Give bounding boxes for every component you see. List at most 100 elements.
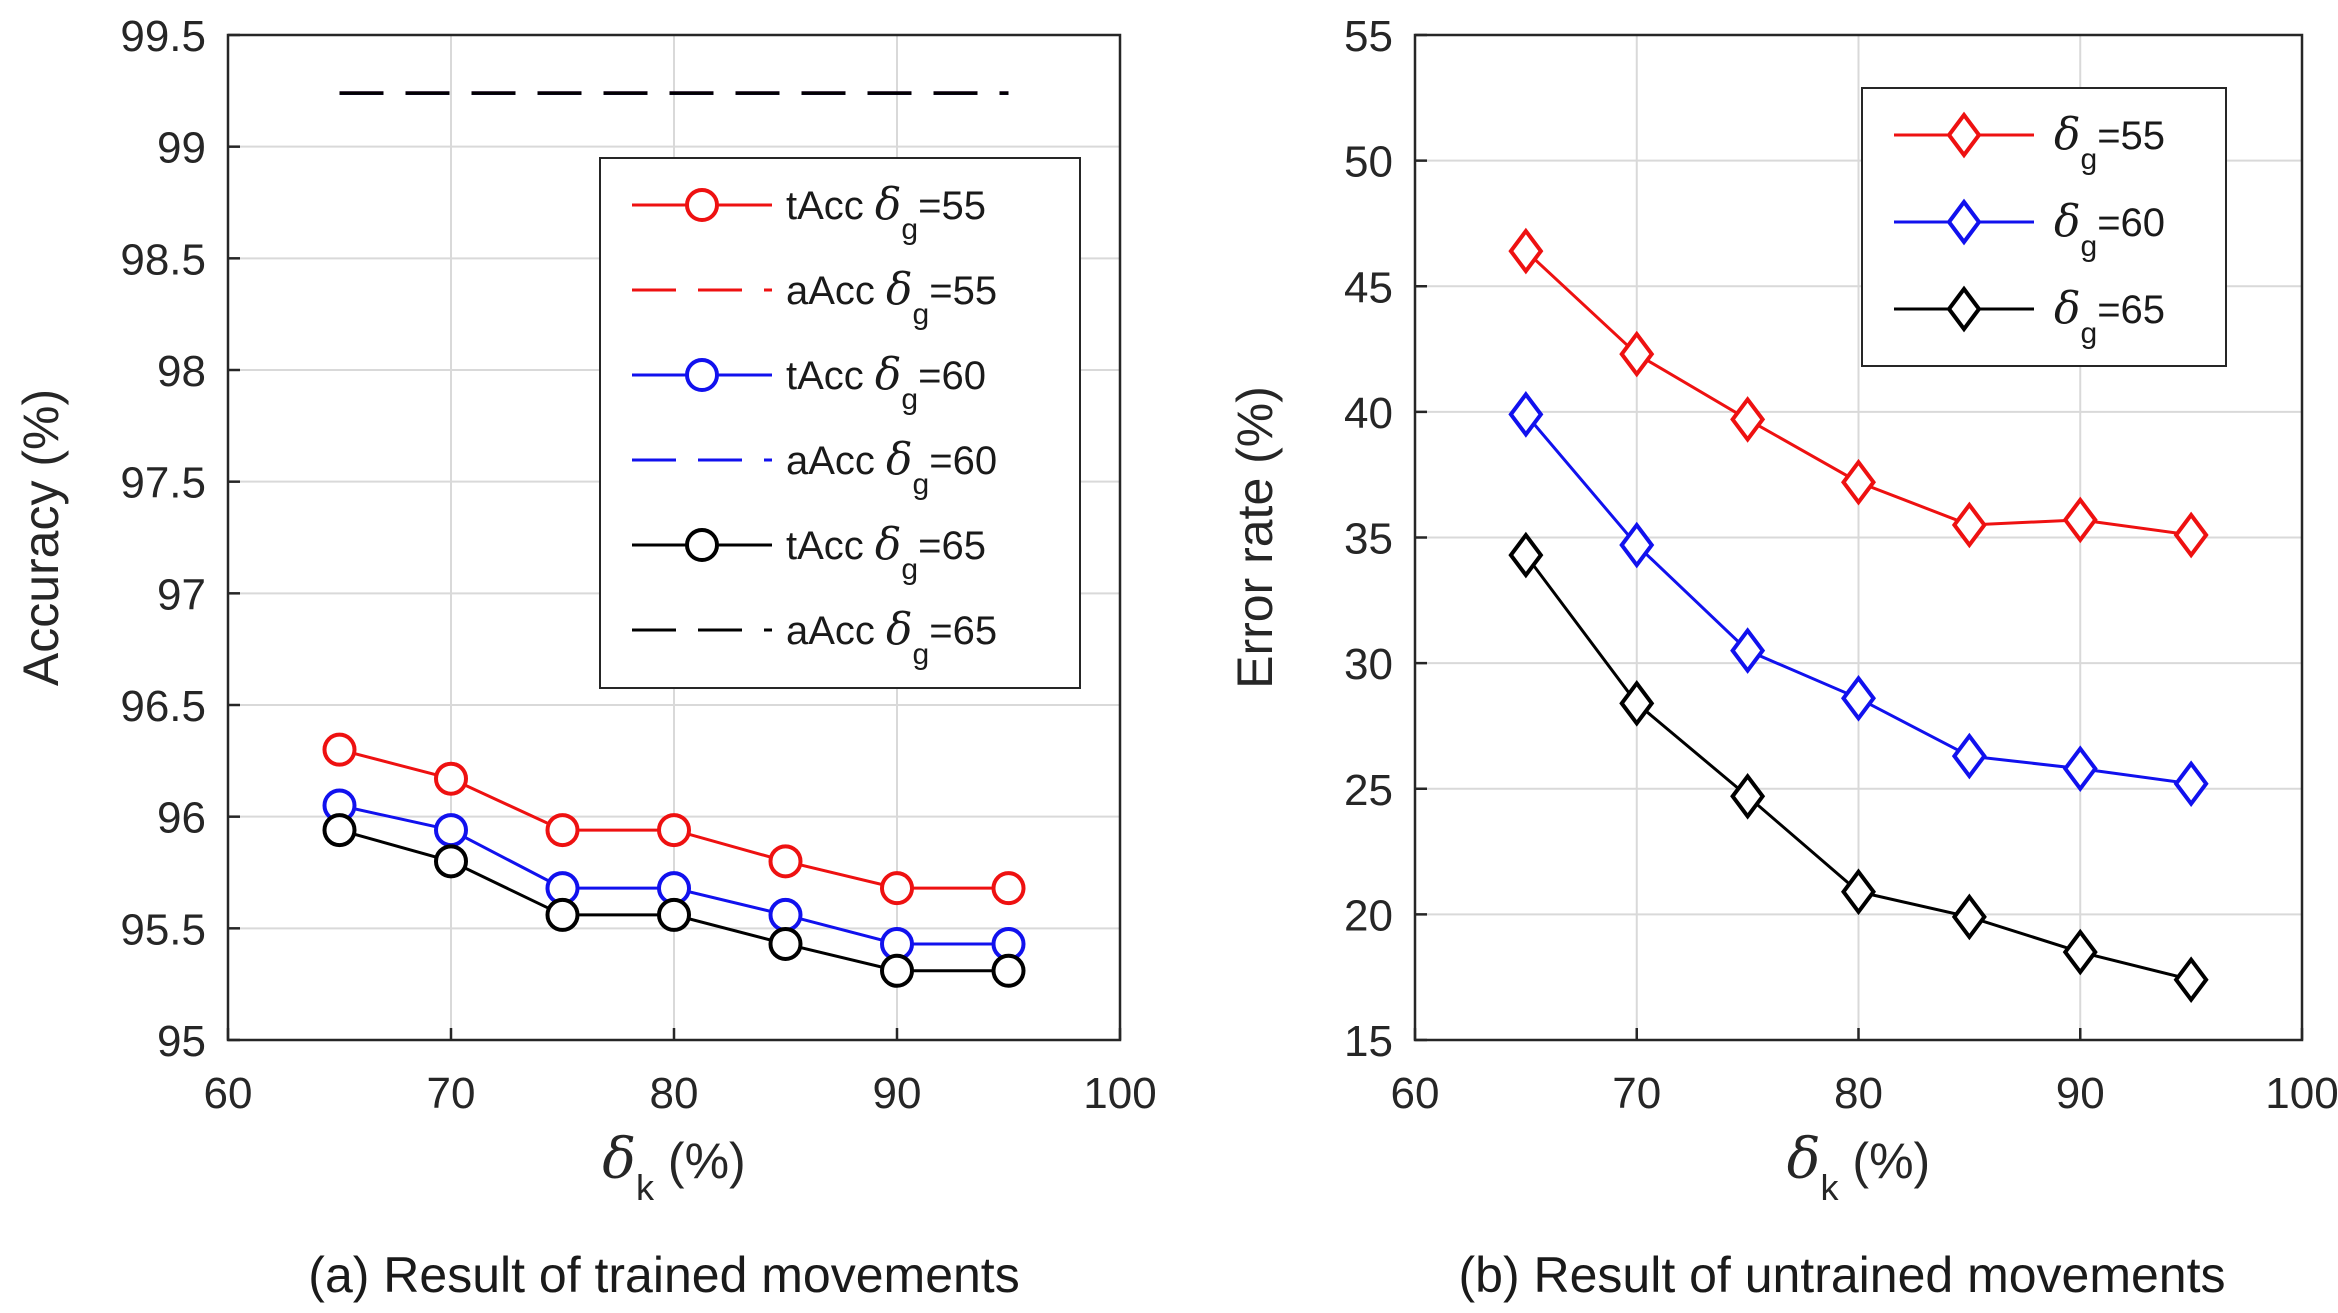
legend-delta-symbol: δ: [2054, 283, 2081, 334]
legend-equals: =: [2097, 114, 2120, 158]
legend-entry: tAcc δg=65: [786, 519, 986, 586]
data-point: [545, 813, 580, 848]
legend-delta-value: 55: [953, 269, 998, 313]
legend-series-name: tAcc: [786, 524, 875, 568]
legend-entry: aAcc δg=60: [786, 434, 997, 501]
legend-delta-symbol: δ: [886, 604, 913, 655]
data-point: [2173, 760, 2209, 808]
data-point: [880, 871, 914, 906]
data-point: [1951, 893, 1987, 941]
data-point: [1619, 330, 1655, 378]
legend-equals: =: [918, 184, 941, 228]
x-tick-label: 100: [2265, 1069, 2338, 1118]
legend-entry: δg=60: [2054, 196, 2165, 263]
legend-series-name: tAcc: [786, 354, 875, 398]
legend-box: [599, 157, 1081, 689]
y-tick-label: 98: [157, 347, 206, 396]
x-axis-subscript: k: [636, 1167, 655, 1208]
legend-box: [1861, 87, 2227, 367]
data-point: [991, 871, 1026, 906]
legend-equals: =: [929, 439, 952, 483]
legend-equals: =: [2097, 201, 2120, 245]
legend-entry: aAcc δg=55: [786, 264, 997, 331]
legend-delta-value: 60: [2121, 201, 2166, 245]
x-tick-label: 80: [1834, 1069, 1883, 1118]
y-tick-label: 95.5: [120, 905, 206, 954]
y-tick-label: 35: [1344, 515, 1393, 564]
y-tick-label: 99.5: [120, 12, 206, 61]
series-tacc-dg60: [322, 788, 1026, 961]
data-point: [2062, 496, 2098, 544]
y-tick-label: 97.5: [120, 459, 206, 508]
data-point: [434, 844, 468, 879]
y-tick-label: 98.5: [120, 235, 206, 284]
x-axis-unit: (%): [668, 1133, 746, 1189]
y-tick-label: 30: [1344, 640, 1393, 689]
data-point: [1730, 627, 1766, 674]
data-point: [322, 732, 357, 767]
legend-subscript: g: [913, 468, 930, 501]
x-tick-label: 90: [2056, 1069, 2105, 1118]
series-dg65: [1508, 531, 2209, 1004]
x-tick-label: 60: [204, 1069, 253, 1118]
legend-marker: [1946, 111, 1982, 159]
legend-equals: =: [918, 354, 941, 398]
x-tick-label: 100: [1083, 1069, 1156, 1118]
legend-equals: =: [2097, 288, 2120, 332]
data-point: [1730, 772, 1766, 820]
data-point: [991, 953, 1026, 988]
x-tick-label: 70: [1612, 1069, 1661, 1118]
figure-caption: (a) Result of trained movements: [308, 1247, 1019, 1303]
legend-delta-value: 65: [941, 524, 986, 568]
data-point: [1841, 868, 1876, 916]
y-tick-label: 50: [1344, 138, 1393, 187]
series-tacc-dg65: [322, 813, 1026, 988]
legend-entry: δg=55: [2054, 109, 2165, 176]
data-point: [434, 761, 468, 796]
data-point: [2173, 956, 2209, 1004]
legend-marker: [1946, 285, 1982, 333]
legend-equals: =: [929, 269, 952, 313]
data-point: [768, 897, 803, 932]
data-point: [2062, 745, 2098, 792]
legend-delta-symbol: δ: [875, 349, 902, 400]
x-axis-unit: (%): [1852, 1133, 1930, 1189]
data-point: [322, 813, 357, 848]
legend-subscript: g: [913, 638, 930, 671]
data-point: [657, 813, 691, 848]
x-axis-space: [654, 1133, 668, 1189]
legend-entry: tAcc δg=55: [786, 179, 986, 246]
data-point: [1619, 679, 1655, 727]
y-tick-label: 99: [157, 124, 206, 173]
y-tick-label: 96.5: [120, 682, 206, 731]
legend-entry: tAcc δg=60: [786, 349, 986, 416]
legend-subscript: g: [901, 553, 918, 586]
y-tick-label: 45: [1344, 263, 1393, 312]
legend-series-name: aAcc: [786, 609, 886, 653]
x-axis-delta: δ: [602, 1127, 636, 1192]
legend-subscript: g: [2081, 317, 2098, 350]
legend-series-name: tAcc: [786, 184, 875, 228]
legend-marker: [685, 188, 719, 222]
data-point: [434, 813, 468, 848]
x-axis-label: δk (%): [1787, 1127, 1930, 1208]
series-tacc-dg55: [322, 732, 1026, 906]
x-tick-label: 80: [650, 1069, 699, 1118]
legend-delta-value: 60: [941, 354, 986, 398]
legend-subscript: g: [913, 298, 930, 331]
x-tick-label: 70: [427, 1069, 476, 1118]
legend-delta-value: 60: [953, 439, 998, 483]
data-point: [2173, 511, 2209, 559]
y-tick-label: 95: [157, 1017, 206, 1066]
legend-delta-symbol: δ: [875, 519, 902, 570]
legend-delta-symbol: δ: [2054, 196, 2081, 247]
axes-frame: [226, 33, 1122, 1042]
y-tick-label: 15: [1344, 1017, 1393, 1066]
x-axis-space: [1839, 1133, 1853, 1189]
legend-marker: [685, 528, 719, 562]
legend-entry: aAcc δg=65: [786, 604, 997, 671]
legend-delta-value: 55: [2121, 114, 2166, 158]
